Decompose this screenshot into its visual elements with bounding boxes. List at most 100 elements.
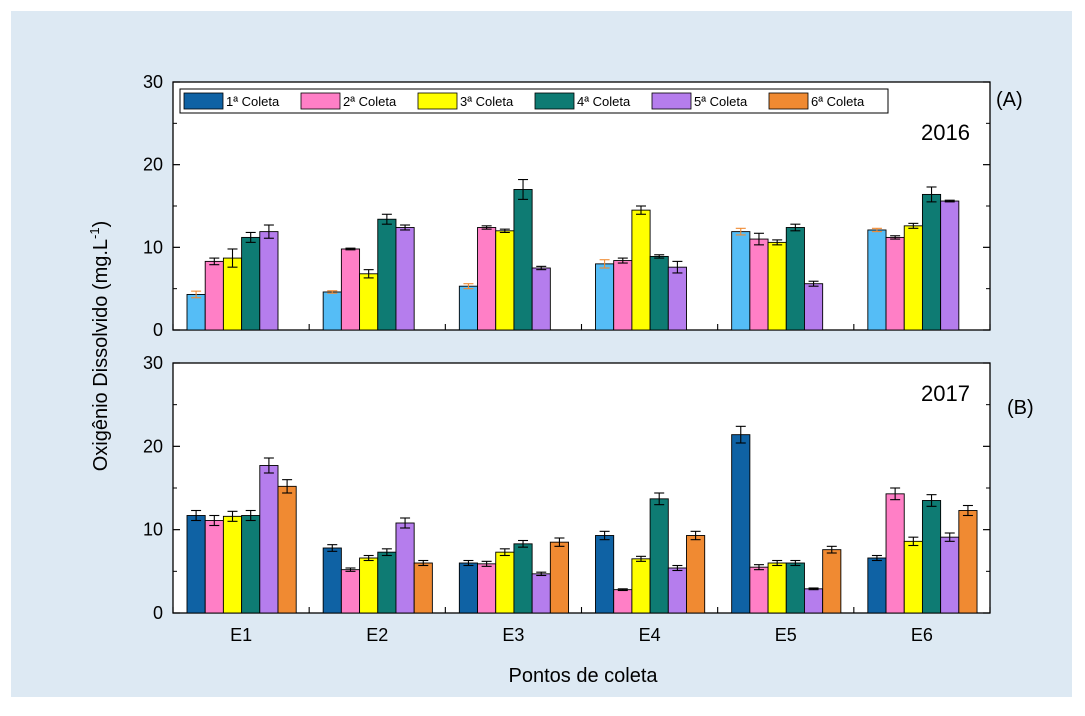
error-bar-b-E4-s3	[636, 555, 646, 562]
bar-a-E3-s2	[477, 227, 497, 331]
error-bar-a-E3-s4	[518, 178, 529, 200]
bar-b-E6-s1	[867, 557, 887, 614]
x-axis-title: Pontos de coleta	[509, 665, 659, 687]
bar-a-E5-s5	[804, 283, 824, 331]
bar-a-E2-s1	[322, 291, 342, 331]
error-bar-b-E4-s6	[690, 530, 701, 541]
error-bar-a-E2-s5	[400, 224, 411, 231]
legend-swatch-3	[417, 92, 458, 110]
bar-a-E2-s5	[395, 227, 415, 331]
error-bar-b-E5-s6	[826, 545, 837, 554]
bar-b-E5-s2	[749, 566, 769, 614]
error-bar-b-E5-s4	[790, 559, 801, 567]
error-bar-b-E1-s3	[227, 510, 238, 522]
y-tick-label-b-0: 0	[153, 603, 163, 623]
error-bar-b-E6-s5	[944, 532, 955, 542]
panel-b-tag: (B)	[1007, 397, 1034, 419]
panel-a-frame	[172, 81, 991, 331]
error-bar-b-E3-s6	[554, 537, 565, 547]
bar-b-E3-s3	[495, 551, 515, 614]
y-axis-title-close: )	[90, 221, 112, 228]
bar-b-E5-s6	[822, 549, 842, 614]
error-bar-a-E5-s5	[808, 280, 819, 287]
error-bar-b-E3-s1	[463, 559, 474, 567]
bar-a-E3-s1	[458, 285, 478, 331]
error-bar-a-E4-s3	[636, 205, 646, 215]
error-bar-a-E1-s5	[263, 224, 274, 239]
error-bar-b-E1-s1	[191, 509, 202, 522]
error-bar-a-E1-s4	[245, 231, 256, 243]
panel-a-year: 2016	[921, 120, 970, 145]
error-bar-b-E4-s4	[654, 492, 665, 506]
bar-a-E3-s5	[531, 267, 551, 331]
legend-label-2: 2ª Coleta	[343, 94, 397, 109]
bar-b-E1-s6	[277, 485, 297, 614]
panel-b-year: 2017	[921, 381, 970, 406]
legend-swatch-5	[651, 92, 692, 110]
axis-ticks: 0 10 20 30 0 10 20 30 E1 E2 E3 E4 E5 E6	[143, 72, 991, 645]
bar-b-E5-s4	[785, 562, 805, 614]
error-bar-a-E3-s5	[536, 265, 547, 271]
bar-a-E6-s2	[885, 236, 905, 331]
bar-b-E1-s5	[259, 465, 279, 614]
x-tick-label-E4: E4	[639, 625, 661, 645]
bar-b-E5-s3	[767, 562, 787, 614]
bar-b-E1-s4	[241, 515, 261, 614]
bar-a-E1-s3	[222, 257, 243, 331]
bar-b-E5-s5	[804, 588, 824, 614]
y-tick-label-a-0: 0	[153, 320, 163, 340]
bar-b-E2-s4	[377, 551, 397, 614]
bar-b-E4-s2	[613, 589, 633, 614]
error-bar-b-E2-s5	[400, 517, 411, 529]
bar-a-E6-s5	[940, 200, 960, 331]
y-tick-label-a-2: 20	[143, 155, 163, 175]
legend-label-5: 5ª Coleta	[694, 94, 748, 109]
bar-b-E2-s1	[322, 547, 342, 614]
error-bar-a-E3-s1	[463, 283, 474, 290]
legend-label-6: 6ª Coleta	[811, 94, 865, 109]
error-bar-b-E6-s1	[871, 554, 882, 562]
legend-swatch-6	[768, 92, 809, 110]
x-tick-label-E3: E3	[502, 625, 524, 645]
error-bar-b-E6-s3	[908, 536, 919, 547]
bar-a-E4-s4	[649, 255, 669, 331]
bar-a-E5-s1	[731, 231, 751, 331]
y-tick-label-a-3: 30	[143, 72, 163, 92]
bar-a-E1-s5	[259, 231, 279, 331]
bar-a-E1-s2	[204, 260, 224, 331]
error-bar-b-E5-s2	[753, 564, 764, 571]
error-bar-b-E3-s2	[481, 560, 492, 567]
bar-a-E3-s4	[513, 189, 533, 331]
error-bar-a-E5-s3	[772, 239, 783, 246]
error-bar-b-E6-s6	[962, 504, 973, 517]
error-bar-b-E5-s1	[735, 425, 746, 444]
error-bar-a-E2-s4	[381, 213, 392, 225]
bar-b-E4-s1	[595, 535, 615, 614]
legend-swatch-4	[534, 92, 575, 110]
bar-b-E4-s5	[667, 567, 687, 614]
panel-a-tag: (A)	[996, 89, 1023, 111]
error-bar-a-E4-s4	[654, 254, 665, 259]
y-axis-title: Oxigênio Dissolvido (mg.L-1)	[87, 221, 112, 472]
error-bar-b-E1-s2	[209, 514, 220, 527]
bar-b-E3-s5	[531, 573, 551, 614]
error-bar-a-E3-s2	[481, 225, 492, 230]
bar-b-E4-s3	[631, 558, 651, 614]
bar-b-E2-s3	[359, 557, 379, 614]
panel-a-bars	[186, 178, 960, 331]
y-axis-title-superscript: -1	[87, 227, 102, 239]
panel-b-bars	[186, 425, 978, 614]
bar-a-E5-s2	[749, 238, 769, 331]
bar-b-E3-s6	[549, 541, 569, 614]
bar-a-E4-s3	[631, 209, 651, 331]
error-bar-a-E5-s1	[735, 227, 746, 236]
error-bar-b-E2-s6	[418, 559, 429, 567]
x-tick-label-E5: E5	[775, 625, 797, 645]
y-tick-label-b-2: 20	[143, 436, 163, 456]
error-bar-b-E6-s4	[926, 494, 937, 507]
bar-b-E6-s6	[958, 510, 978, 614]
legend-swatch-2	[300, 92, 341, 110]
error-bar-b-E1-s4	[245, 509, 256, 522]
error-bar-b-E1-s5	[263, 457, 274, 474]
